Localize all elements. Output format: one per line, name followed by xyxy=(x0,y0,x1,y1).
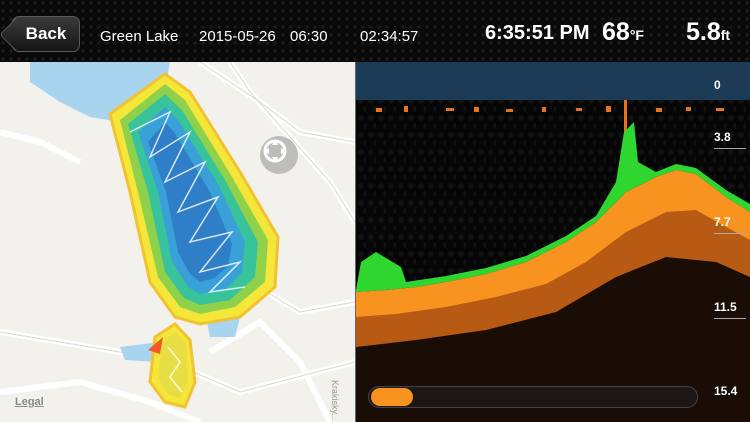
temperature-unit: °F xyxy=(629,27,644,43)
depth-value: 5.8 xyxy=(686,18,721,46)
depth-unit: ft xyxy=(720,27,731,43)
depth-scale-3: 11.5 xyxy=(714,300,737,314)
playback-slider-thumb[interactable] xyxy=(371,388,413,406)
water-temperature: 68°F xyxy=(602,18,644,47)
depth-scale-0: 0 xyxy=(714,78,721,92)
playback-slider[interactable] xyxy=(368,386,698,408)
depth-scale-1: 3.8 xyxy=(714,130,731,144)
current-time: 6:35:51 PM xyxy=(485,22,590,44)
back-label: Back xyxy=(25,24,67,43)
top-bar xyxy=(0,0,750,62)
location-name: Green Lake xyxy=(100,28,179,45)
sonar-canvas xyxy=(356,62,750,422)
back-button[interactable]: Back xyxy=(12,16,80,52)
depth-scale-4: 15.4 xyxy=(714,384,738,398)
legal-link[interactable]: Legal xyxy=(15,396,44,408)
boat-position-icon xyxy=(148,337,163,354)
sonar-vegetation xyxy=(356,122,750,292)
depth-scale-tick xyxy=(714,318,746,319)
map-canvas xyxy=(0,62,355,422)
trip-duration: 02:34:57 xyxy=(360,28,419,45)
bathymetry-map[interactable] xyxy=(0,62,355,422)
trip-date: 2015-05-26 xyxy=(199,28,276,45)
depth-scale-tick xyxy=(714,233,746,234)
depth-scale-2: 7.7 xyxy=(714,215,731,229)
surface-clutter xyxy=(376,100,724,160)
street-label: Krakisky... xyxy=(330,380,340,421)
temperature-value: 68 xyxy=(602,18,630,46)
depth-scale-tick xyxy=(714,148,746,149)
boat-track xyxy=(129,110,246,393)
sonar-view[interactable] xyxy=(356,62,750,422)
compass-reset-icon[interactable] xyxy=(260,136,298,174)
current-depth: 5.8ft xyxy=(686,18,730,47)
trip-time: 06:30 xyxy=(290,28,328,45)
